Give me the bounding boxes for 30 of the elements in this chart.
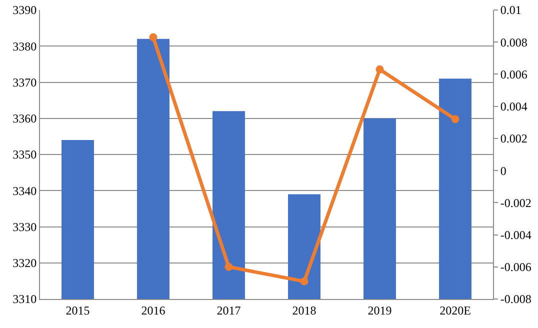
y2-tick-label: 0.01 [500,3,522,18]
y-tick-label: 3340 [12,184,37,198]
y-tick-label: 3390 [12,3,37,18]
point [224,262,233,271]
y2-tick-label: -0.002 [500,196,532,210]
x-tick-label: 2020E [440,303,471,318]
y-tick-label: 3330 [12,220,37,234]
y-tick-label: 3350 [12,148,37,162]
y2-tick-label: -0.004 [500,228,532,242]
y2-tick-label: 0.006 [500,67,528,82]
point [376,65,384,74]
x-tick-label: 2017 [216,303,241,318]
y-tick-label: 3320 [12,256,37,270]
y2-tick-label: 0.008 [500,35,528,50]
point [451,115,460,124]
x-tick-label: 2018 [292,303,316,318]
y2-tick-label: 0.004 [500,100,528,114]
y-tick-label: 3380 [12,39,37,54]
y-tick-label: 3370 [12,75,37,90]
y2-tick-label: 0 [500,164,506,178]
y-tick-label: 3360 [12,112,37,126]
x-tick-label: 2019 [368,303,392,318]
x-tick-label: 2015 [66,303,90,318]
y-tick-label: 3310 [12,292,37,306]
x-tick-label: 2016 [141,303,166,318]
point [300,277,308,286]
y2-tick-label: -0.006 [500,260,532,274]
point [149,33,158,42]
y2-tick-label: -0.008 [500,292,532,306]
y2-tick-label: 0.002 [500,132,528,146]
